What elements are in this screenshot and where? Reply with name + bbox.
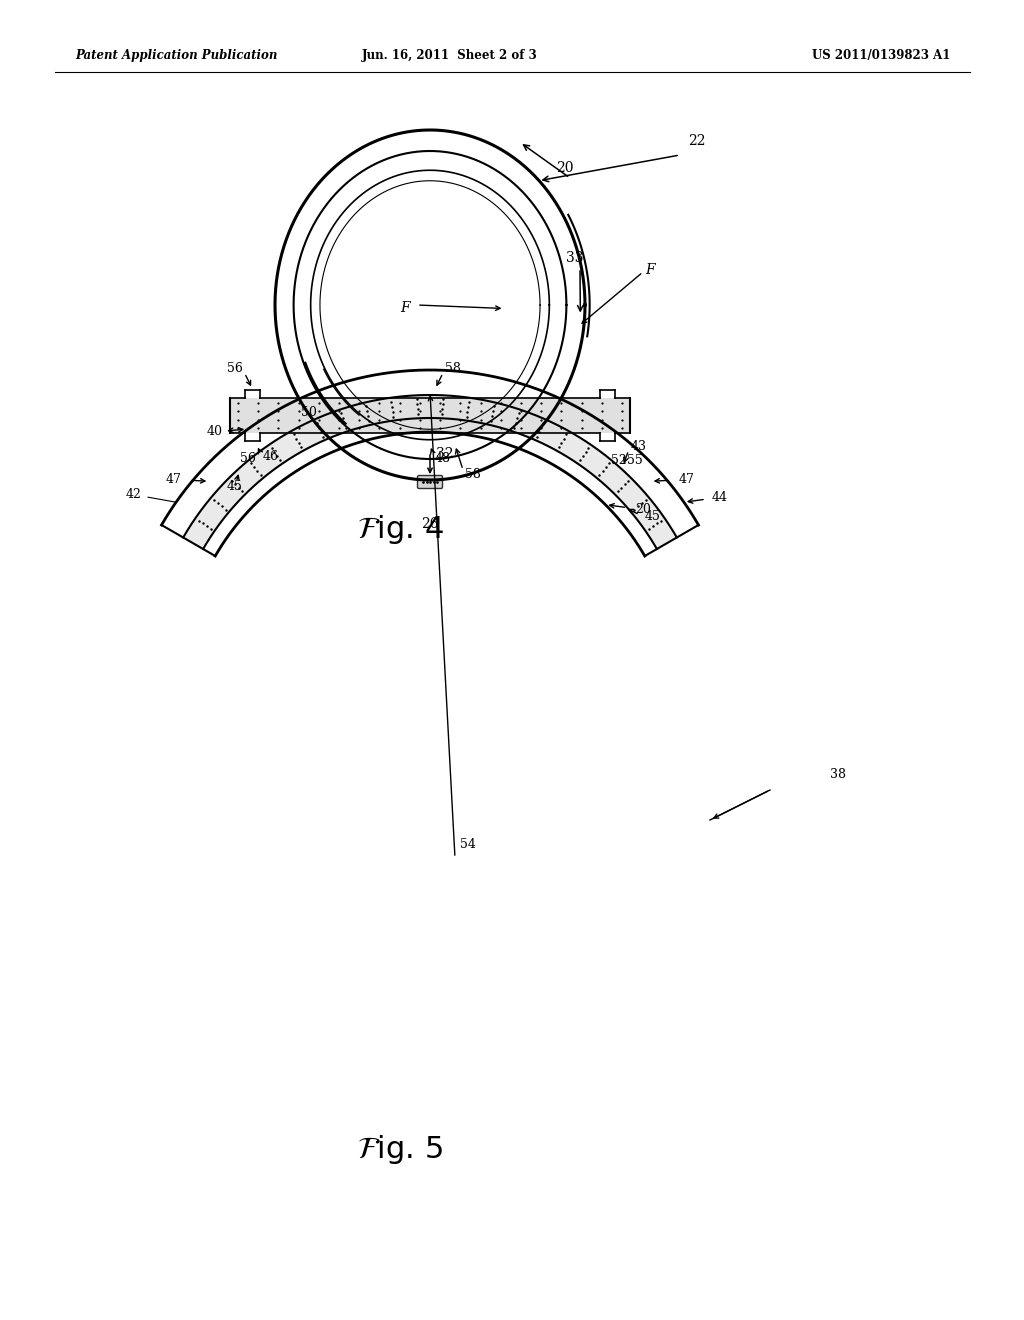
- Text: 38: 38: [830, 768, 846, 781]
- Text: $\mathcal{F}$ig. 4: $\mathcal{F}$ig. 4: [356, 513, 443, 546]
- Text: 42: 42: [125, 487, 141, 500]
- Text: 45: 45: [226, 479, 243, 492]
- Polygon shape: [230, 399, 630, 433]
- Text: 45: 45: [645, 511, 660, 523]
- Text: 44: 44: [712, 491, 728, 504]
- Text: 50: 50: [301, 407, 316, 418]
- Text: 26: 26: [421, 517, 438, 531]
- Polygon shape: [183, 395, 677, 549]
- Text: 56: 56: [240, 453, 255, 466]
- Text: 33: 33: [566, 251, 584, 265]
- FancyBboxPatch shape: [418, 475, 442, 488]
- Text: F: F: [645, 263, 654, 277]
- Text: US 2011/0139823 A1: US 2011/0139823 A1: [812, 49, 950, 62]
- Text: 55: 55: [628, 454, 643, 467]
- Text: 58: 58: [465, 467, 481, 480]
- Text: 58: 58: [445, 363, 461, 375]
- Text: 20: 20: [635, 503, 651, 516]
- Text: 46: 46: [262, 450, 279, 462]
- Text: Patent Application Publication: Patent Application Publication: [75, 49, 278, 62]
- Text: 54: 54: [460, 838, 476, 851]
- Text: Jun. 16, 2011  Sheet 2 of 3: Jun. 16, 2011 Sheet 2 of 3: [362, 49, 538, 62]
- Text: 22: 22: [688, 135, 706, 148]
- Text: 32: 32: [436, 447, 454, 461]
- Text: 52: 52: [610, 454, 627, 467]
- Text: 47: 47: [679, 473, 694, 486]
- Text: 43: 43: [631, 440, 647, 453]
- Text: 47: 47: [166, 473, 181, 486]
- Text: 56: 56: [226, 363, 243, 375]
- Text: F: F: [400, 301, 410, 315]
- Text: $\mathcal{F}$ig. 5: $\mathcal{F}$ig. 5: [357, 1134, 443, 1167]
- Text: 48: 48: [435, 451, 451, 465]
- Text: 20: 20: [556, 161, 573, 176]
- Text: 40: 40: [206, 425, 222, 437]
